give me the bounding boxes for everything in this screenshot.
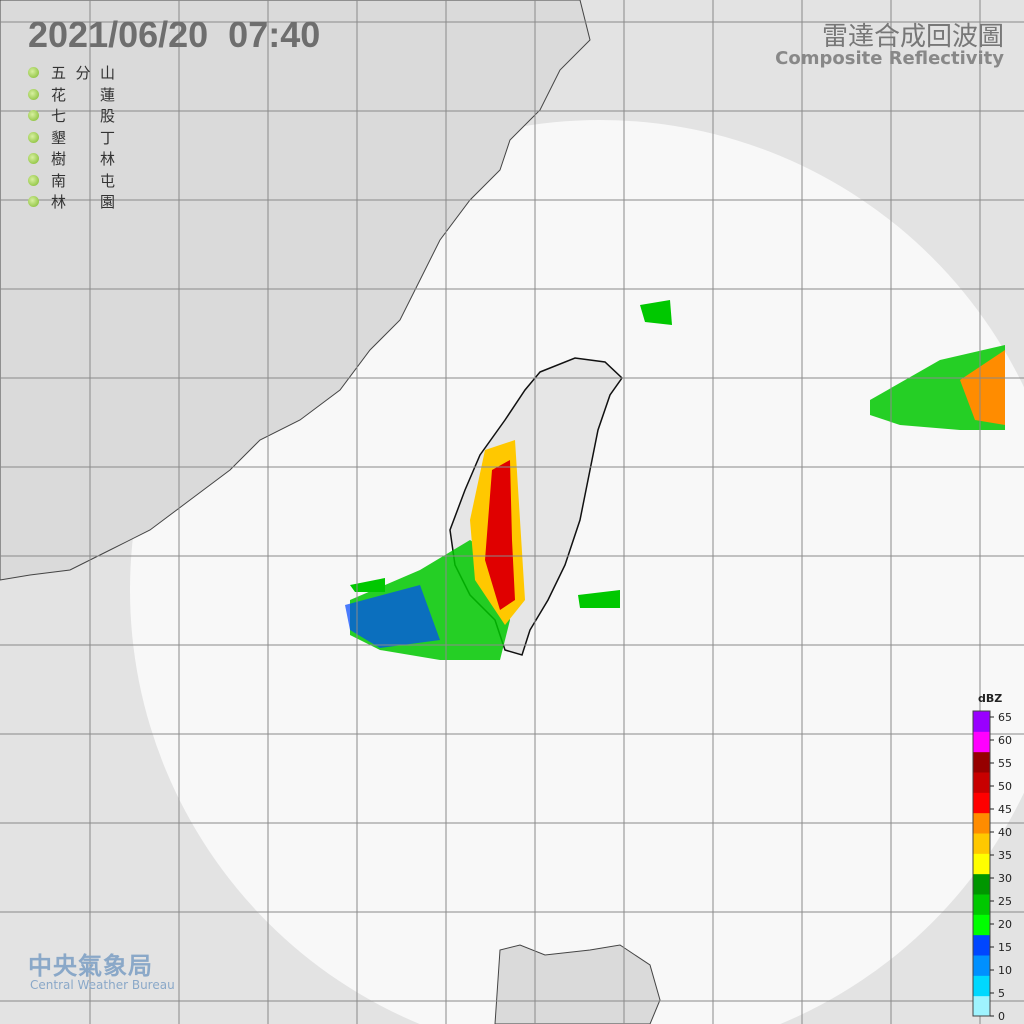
logo-name: 中央氣象局 [28, 952, 153, 980]
legend-tick-label: 15 [998, 941, 1012, 954]
station: 林園 [28, 191, 115, 213]
legend-tick-label: 20 [998, 918, 1012, 931]
station-name: 樹林 [51, 150, 115, 169]
station-name: 花蓮 [51, 85, 115, 104]
station-dot [28, 67, 39, 79]
legend-tick-label: 65 [998, 711, 1012, 724]
station-list: 五分山花蓮七股墾丁樹林南屯林園 [28, 62, 115, 213]
legend-swatch [973, 812, 990, 834]
legend-swatch [973, 853, 990, 875]
legend-swatch [973, 975, 990, 997]
legend-bar: 0 5 10 15 20 25 30 35 40 45 50 55 60 65 [972, 710, 1012, 1023]
legend-swatch [973, 731, 990, 753]
legend-swatch [973, 955, 990, 976]
echoes [345, 300, 1005, 660]
logo-english: Central Weather Bureau [30, 978, 175, 992]
legend-swatch [973, 934, 990, 956]
legend-tick-label: 5 [998, 987, 1005, 1000]
legend-swatch [973, 711, 990, 732]
luzon [494, 944, 661, 1024]
station-name: 南屯 [51, 171, 115, 190]
station: 南屯 [28, 170, 115, 192]
station-dot [28, 174, 39, 186]
title: 雷達合成回波圖 [821, 22, 1004, 52]
station: 墾丁 [28, 127, 115, 149]
station-dot [28, 110, 39, 122]
subtitle: Composite Reflectivity [775, 48, 1004, 69]
legend-tick-label: 25 [998, 895, 1012, 908]
station-dot [28, 196, 39, 208]
legend-tick-label: 40 [998, 826, 1012, 839]
legend-tick-label: 45 [998, 803, 1012, 816]
mainland [0, 0, 591, 581]
legend-tick-label: 35 [998, 849, 1012, 862]
station-name: 五分山 [51, 64, 115, 83]
legend-tick-label: 30 [998, 872, 1012, 885]
legend-tick-label: 0 [998, 1010, 1005, 1023]
legend-swatch [973, 873, 990, 895]
station-name: 七股 [51, 107, 115, 126]
legend-tick-label: 50 [998, 780, 1012, 793]
legend-tick-label: 55 [998, 757, 1012, 770]
station: 五分山 [28, 62, 115, 84]
legend-tick-label: 10 [998, 964, 1012, 977]
legend-swatch [973, 751, 990, 773]
station-dot [28, 153, 39, 165]
station-dot [28, 131, 39, 143]
legend-swatch [973, 914, 990, 936]
legend-swatch [973, 772, 990, 793]
legend-swatch [973, 833, 990, 854]
station-dot [28, 88, 39, 100]
station: 花蓮 [28, 84, 115, 106]
legend-swatch [973, 792, 990, 814]
station: 樹林 [28, 148, 115, 170]
legend-unit: dBZ [978, 692, 1003, 705]
station-name: 林園 [51, 193, 115, 212]
legend-swatch [973, 995, 990, 1017]
legend-tick-label: 60 [998, 734, 1012, 747]
legend-swatch [973, 894, 990, 915]
timestamp: 2021/06/20 07:40 [28, 14, 321, 55]
station-name: 墾丁 [51, 128, 115, 147]
legend-frame [972, 710, 991, 1017]
station: 七股 [28, 105, 115, 127]
